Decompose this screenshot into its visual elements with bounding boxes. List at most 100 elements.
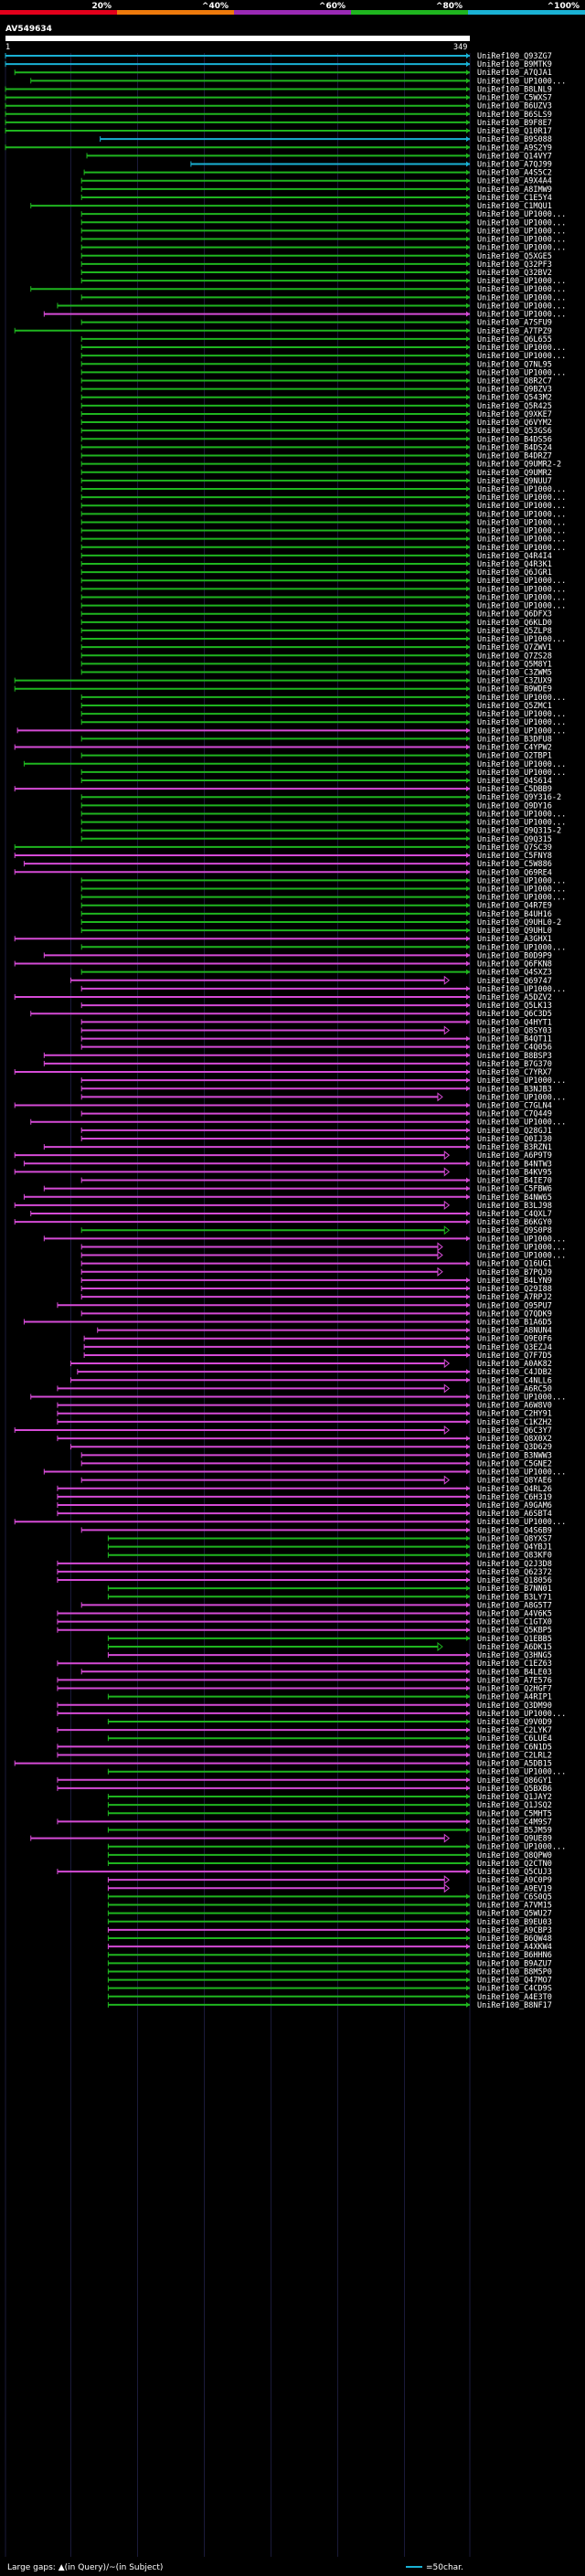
hit-label[interactable]: UniRef100_Q5ZLP8 [477,627,552,636]
hit-label[interactable]: UniRef100_UP1000... [477,1252,566,1261]
hit-label[interactable]: UniRef100_C6N1D5 [477,1743,552,1752]
hit-label[interactable]: UniRef100_Q4R3K1 [477,560,552,569]
hit-label[interactable]: UniRef100_Q5ZMC1 [477,702,552,711]
hit-label[interactable]: UniRef100_B9WDE9 [477,685,552,694]
hit-label[interactable]: UniRef100_UP1000... [477,1394,566,1403]
hit-label[interactable]: UniRef100_A6SBT4 [477,1510,552,1519]
hit-label[interactable]: UniRef100_Q5M8Y1 [477,660,552,669]
hit-label[interactable]: UniRef100_Q2TBP1 [477,752,552,761]
hit-label[interactable]: UniRef100_UP1000... [477,1468,566,1478]
hit-label[interactable]: UniRef100_B4LYN9 [477,1277,552,1286]
hit-label[interactable]: UniRef100_B6KGY0 [477,1218,552,1227]
hit-label[interactable]: UniRef100_B3NWW3 [477,1451,552,1460]
hit-label[interactable]: UniRef100_Q3EZJ4 [477,1343,552,1352]
hit-label[interactable]: UniRef100_UP1000... [477,1710,566,1719]
hit-label[interactable]: UniRef100_Q9UHL0-2 [477,918,561,928]
hit-label[interactable]: UniRef100_C4JDB2 [477,1368,552,1377]
hit-label[interactable]: UniRef100_C6S0Q5 [477,1892,552,1902]
hit-label[interactable]: UniRef100_UP1000... [477,518,566,527]
hit-label[interactable]: UniRef100_Q6JGR1 [477,568,552,578]
hit-label[interactable]: UniRef100_UP1000... [477,502,566,511]
hit-label[interactable]: UniRef100_Q8R2C7 [477,376,552,386]
hit-label[interactable]: UniRef100_Q2J3D8 [477,1560,552,1569]
hit-label[interactable]: UniRef100_A4V6K5 [477,1610,552,1619]
hit-label[interactable]: UniRef100_UP1000... [477,236,566,245]
hit-label[interactable]: UniRef100_Q4S614 [477,777,552,786]
hit-label[interactable]: UniRef100_UP1000... [477,218,566,228]
hit-label[interactable]: UniRef100_A7QJ99 [477,160,552,169]
hit-label[interactable]: UniRef100_C3ZWM5 [477,669,552,678]
hit-label[interactable]: UniRef100_A7VM15 [477,1902,552,1911]
hit-label[interactable]: UniRef100_Q83KF0 [477,1552,552,1561]
hit-label[interactable]: UniRef100_UP1000... [477,344,566,353]
hit-label[interactable]: UniRef100_Q7ZWV1 [477,643,552,652]
hit-label[interactable]: UniRef100_UP1000... [477,544,566,553]
hit-label[interactable]: UniRef100_Q47MO7 [477,1977,552,1986]
hit-label[interactable]: UniRef100_C4CD9S [477,1985,552,1994]
hit-label[interactable]: UniRef100_Q14VY7 [477,152,552,161]
hit-label[interactable]: UniRef100_A3GHX1 [477,935,552,944]
hit-label[interactable]: UniRef100_A8G5T7 [477,1601,552,1610]
hit-label[interactable]: UniRef100_Q9Q315-2 [477,827,561,836]
hit-label[interactable]: UniRef100_UP1000... [477,510,566,519]
hit-label[interactable]: UniRef100_UP1000... [477,985,566,994]
hit-label[interactable]: UniRef100_A7SFU9 [477,319,552,328]
hit-label[interactable]: UniRef100_B8LNL9 [477,85,552,94]
hit-label[interactable]: UniRef100_B8NF17 [477,2001,552,2010]
hit-label[interactable]: UniRef100_Q53GS6 [477,427,552,436]
hit-label[interactable]: UniRef100_A7TPZ9 [477,327,552,336]
hit-label[interactable]: UniRef100_C5DBB9 [477,785,552,794]
hit-label[interactable]: UniRef100_C4NLL6 [477,1376,552,1385]
hit-label[interactable]: UniRef100_B4IE70 [477,1177,552,1186]
hit-label[interactable]: UniRef100_Q69747 [477,977,552,986]
hit-label[interactable]: UniRef100_Q4SXZ3 [477,969,552,978]
hit-label[interactable]: UniRef100_B5JM59 [477,1826,552,1835]
hit-label[interactable]: UniRef100_B3LJ98 [477,1202,552,1211]
hit-label[interactable]: UniRef100_Q0IJ30 [477,1135,552,1144]
hit-label[interactable]: UniRef100_UP1000... [477,535,566,545]
hit-label[interactable]: UniRef100_Q6L655 [477,335,552,345]
hit-label[interactable]: UniRef100_UP1000... [477,302,566,311]
hit-label[interactable]: UniRef100_C5WXS7 [477,94,552,103]
hit-label[interactable]: UniRef100_B6SLS9 [477,111,552,120]
hit-label[interactable]: UniRef100_C1EZ63 [477,1659,552,1669]
hit-label[interactable]: UniRef100_B6HHN6 [477,1951,552,1960]
hit-label[interactable]: UniRef100_UP1000... [477,585,566,594]
hit-label[interactable]: UniRef100_Q6KLD0 [477,619,552,628]
hit-label[interactable]: UniRef100_B4DS56 [477,435,552,444]
hit-label[interactable]: UniRef100_A4S5C2 [477,169,552,178]
hit-label[interactable]: UniRef100_Q5CUJ3 [477,1868,552,1877]
hit-label[interactable]: UniRef100_UP1000... [477,819,566,828]
hit-label[interactable]: UniRef100_C1GTX0 [477,1618,552,1627]
hit-label[interactable]: UniRef100_UP1000... [477,885,566,895]
hit-label[interactable]: UniRef100_UP1000... [477,1518,566,1527]
hit-label[interactable]: UniRef100_UP1000... [477,1843,566,1852]
hit-label[interactable]: UniRef100_Q8SY03 [477,1026,552,1035]
hit-label[interactable]: UniRef100_UP1000... [477,1768,566,1777]
hit-label[interactable]: UniRef100_UP1000... [477,726,566,736]
hit-label[interactable]: UniRef100_A9EV19 [477,1884,552,1893]
hit-label[interactable]: UniRef100_A7E576 [477,1676,552,1685]
hit-label[interactable]: UniRef100_Q9V0D9 [477,1718,552,1727]
hit-label[interactable]: UniRef100_UP1000... [477,485,566,494]
hit-label[interactable]: UniRef100_Q5BXB6 [477,1785,552,1794]
hit-label[interactable]: UniRef100_B1A6D5 [477,1318,552,1327]
hit-label[interactable]: UniRef100_B7PQJ9 [477,1268,552,1277]
hit-label[interactable]: UniRef100_UP1000... [477,943,566,952]
hit-label[interactable]: UniRef100_C1MQU1 [477,202,552,211]
hit-label[interactable]: UniRef100_UP1000... [477,311,566,320]
hit-label[interactable]: UniRef100_Q5WU27 [477,1910,552,1919]
hit-label[interactable]: UniRef100_A5DB15 [477,1760,552,1769]
hit-label[interactable]: UniRef100_A9X4A4 [477,177,552,186]
hit-label[interactable]: UniRef100_C4YPW2 [477,744,552,753]
hit-label[interactable]: UniRef100_UP1000... [477,77,566,86]
hit-label[interactable]: UniRef100_A4E3T0 [477,1993,552,2002]
hit-label[interactable]: UniRef100_Q62372 [477,1568,552,1577]
hit-label[interactable]: UniRef100_Q5KBP5 [477,1627,552,1636]
hit-label[interactable]: UniRef100_Q28GJ1 [477,1127,552,1136]
hit-label[interactable]: UniRef100_Q95PU7 [477,1301,552,1310]
hit-label[interactable]: UniRef100_C6LUE4 [477,1734,552,1744]
hit-label[interactable]: UniRef100_UP1000... [477,1235,566,1244]
hit-label[interactable]: UniRef100_A9C0P9 [477,1876,552,1885]
hit-label[interactable]: UniRef100_C6H319 [477,1493,552,1502]
